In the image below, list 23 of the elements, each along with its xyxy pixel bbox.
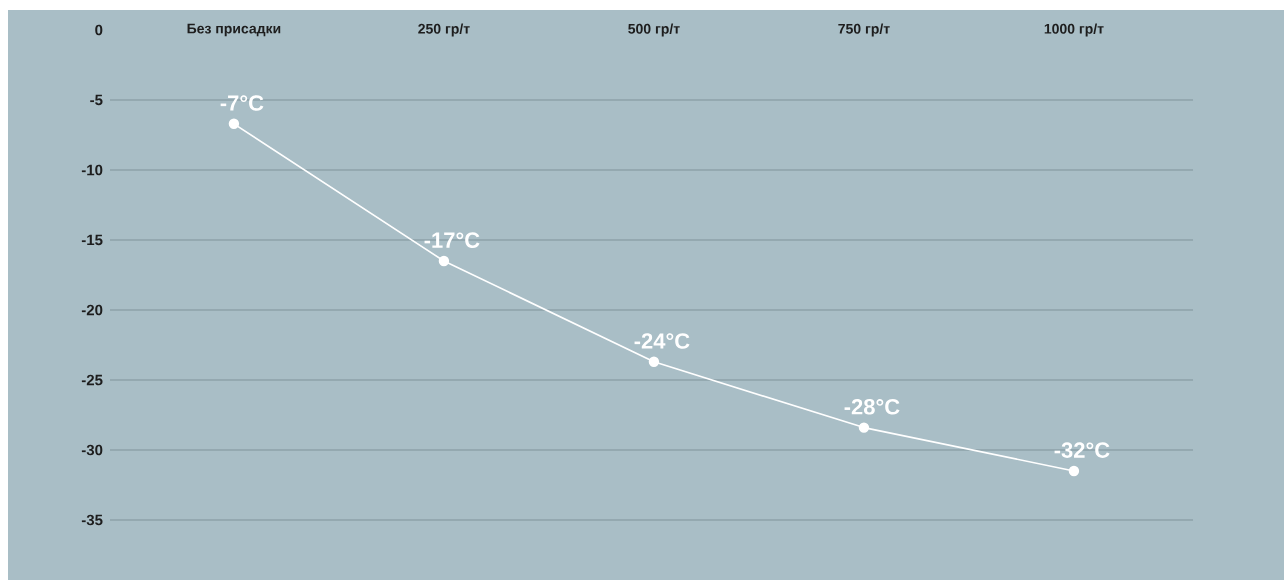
point [228,118,240,129]
x-tick-label: Без присадки [187,23,281,37]
point [1068,465,1080,477]
y-tick-label: -15 [81,234,103,246]
data-label: -28°C [844,398,900,415]
x-tick-label: 1000 гр/т [1044,23,1104,37]
y-tick-label: -20 [81,304,103,316]
y-tick-label: -30 [81,444,103,456]
data-label: -17°C [424,232,480,248]
x-tick-label: 250 гр/т [418,23,470,37]
point [648,356,660,367]
y-tick-label: 0 [95,24,103,36]
point [858,422,870,433]
point [438,255,450,267]
y-tick-label: -10 [81,164,103,176]
x-tick-label: 500 гр/т [628,23,680,37]
x-tick-label: 750 гр/т [838,23,890,37]
y-tick-label: -5 [90,94,103,106]
y-tick-label: -35 [81,514,103,526]
data-label: -24°C [634,333,690,349]
y-tick-label: -25 [81,374,103,386]
data-label: -32°C [1054,442,1110,458]
data-label: -7°C [220,95,264,111]
